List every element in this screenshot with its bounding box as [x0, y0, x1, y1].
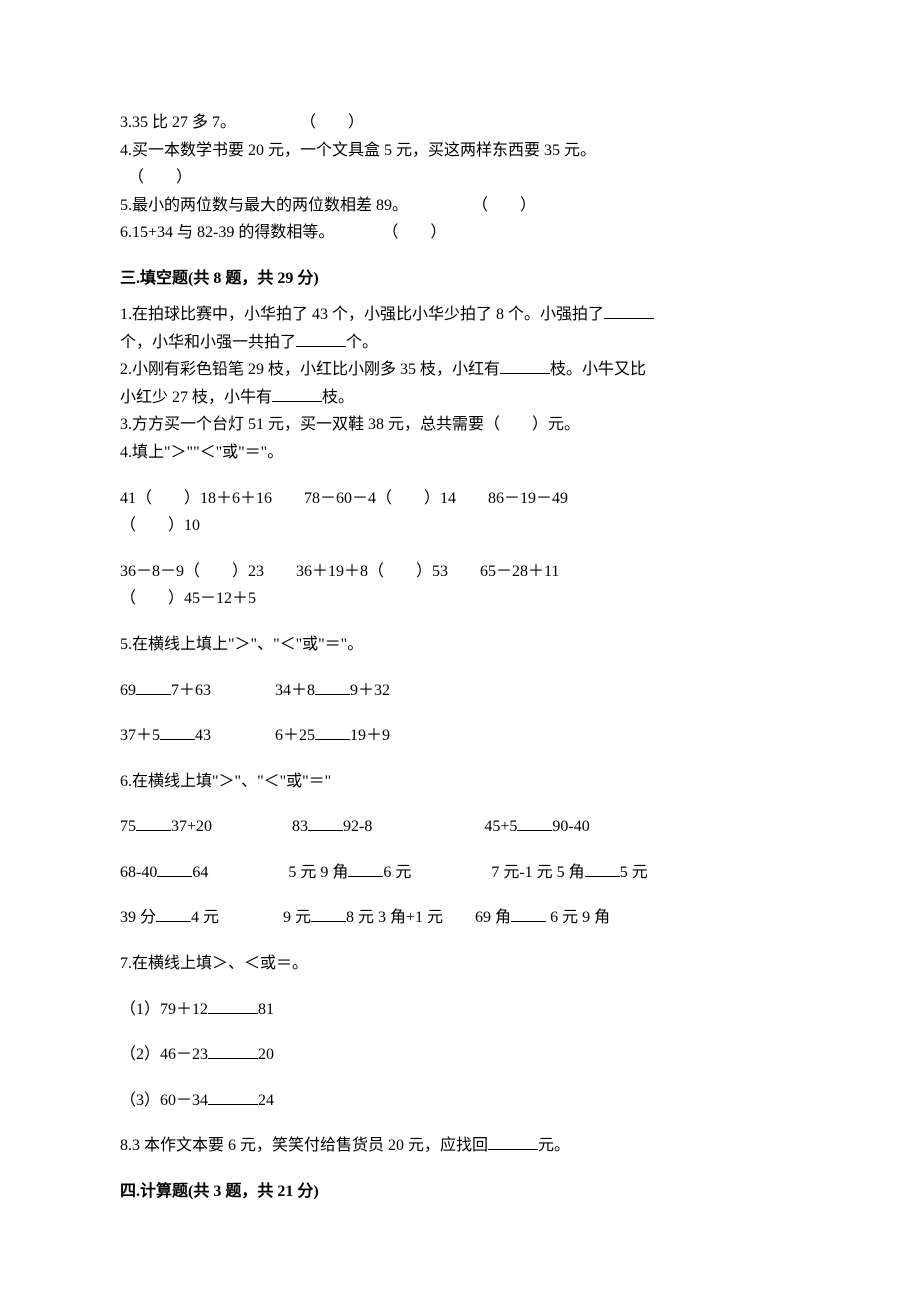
q3-7-2: （2）46－23 20: [120, 1042, 800, 1068]
q3-1b-post: 个。: [346, 334, 378, 351]
text: （1）79＋12: [120, 1001, 208, 1018]
text: 5 元: [620, 864, 648, 881]
blank[interactable]: [315, 724, 350, 740]
q3-7-3: （3）60－34 24: [120, 1088, 800, 1114]
blank[interactable]: [308, 815, 343, 831]
text: 37＋5: [120, 727, 160, 744]
blank[interactable]: [585, 861, 620, 877]
blank[interactable]: [136, 815, 171, 831]
blank[interactable]: [208, 998, 258, 1014]
q3-3: 3.方方买一个台灯 51 元，买一双鞋 38 元，总共需要（ ）元。: [120, 412, 800, 438]
text: 75: [120, 818, 136, 835]
blank[interactable]: [488, 1134, 538, 1150]
q3-6: 6.在横线上填"＞"、"＜"或"＝": [120, 769, 800, 795]
text: 43 6＋25: [195, 727, 315, 744]
q2-5: 5.最小的两位数与最大的两位数相差 89。 （ ）: [120, 193, 800, 219]
text: 6 元 9 角: [546, 909, 610, 926]
q3-2a-pre: 2.小刚有彩色铅笔 29 枝，小红比小刚多 35 枝，小红有: [120, 361, 500, 378]
section4-title: 四.计算题(共 3 题，共 21 分): [120, 1177, 800, 1201]
q3-2b-pre: 小红少 27 枝，小牛有: [120, 389, 272, 406]
text: 20: [258, 1046, 274, 1063]
blank[interactable]: [315, 679, 350, 695]
q3-5-row2: 37＋5 43 6＋25 19＋9: [120, 723, 800, 749]
blank[interactable]: [156, 906, 191, 922]
blank[interactable]: [157, 861, 192, 877]
q3-2a-post: 枝。小牛又比: [550, 361, 646, 378]
text: （3）60－34: [120, 1092, 208, 1109]
text: 4 元 9 元: [191, 909, 311, 926]
q3-1a: 1.在拍球比赛中，小华拍了 43 个，小强比小华少拍了 8 个。小强拍了: [120, 302, 800, 328]
q3-8: 8.3 本作文本要 6 元，笑笑付给售货员 20 元，应找回 元。: [120, 1133, 800, 1159]
blank[interactable]: [500, 358, 550, 374]
text: 6 元 7 元-1 元 5 角: [383, 864, 584, 881]
q3-5: 5.在横线上填上"＞"、"＜"或"＝"。: [120, 632, 800, 658]
q2-6: 6.15+34 与 82-39 的得数相等。 （ ）: [120, 220, 800, 246]
q3-6-row2: 68-40 64 5 元 9 角 6 元 7 元-1 元 5 角 5 元: [120, 860, 800, 886]
q3-1a-text: 1.在拍球比赛中，小华拍了 43 个，小强比小华少拍了 8 个。小强拍了: [120, 306, 604, 323]
text: 元。: [538, 1137, 570, 1154]
q3-6-row3: 39 分 4 元 9 元 8 元 3 角+1 元 69 角 6 元 9 角: [120, 905, 800, 931]
q2-4a: 4.买一本数学书要 20 元，一个文具盒 5 元，买这两样东西要 35 元。: [120, 138, 800, 164]
section3-title: 三.填空题(共 8 题，共 29 分): [120, 264, 800, 288]
q3-2b: 小红少 27 枝，小牛有 枝。: [120, 385, 800, 411]
q3-2a: 2.小刚有彩色铅笔 29 枝，小红比小刚多 35 枝，小红有 枝。小牛又比: [120, 357, 800, 383]
text: 19＋9: [350, 727, 390, 744]
blank[interactable]: [604, 303, 654, 319]
q2-3: 3.35 比 27 多 7。 （ ）: [120, 110, 800, 136]
blank[interactable]: [348, 861, 383, 877]
text: 9＋32: [350, 682, 390, 699]
text: 8.3 本作文本要 6 元，笑笑付给售货员 20 元，应找回: [120, 1137, 488, 1154]
blank[interactable]: [511, 906, 546, 922]
text: 39 分: [120, 909, 156, 926]
q3-7-1: （1）79＋12 81: [120, 997, 800, 1023]
q3-4-row2b: （ ）45－12＋5: [120, 586, 800, 612]
q3-1b-pre: 个，小华和小强一共拍了: [120, 334, 296, 351]
text: 7＋63 34＋8: [171, 682, 315, 699]
text: （2）46－23: [120, 1046, 208, 1063]
text: 8 元 3 角+1 元 69 角: [346, 909, 511, 926]
q3-6-row1: 75 37+20 83 92-8 45+5 90-40: [120, 814, 800, 840]
q3-1b: 个，小华和小强一共拍了 个。: [120, 330, 800, 356]
blank[interactable]: [311, 906, 346, 922]
q3-4: 4.填上"＞""＜"或"＝"。: [120, 440, 800, 466]
text: 69: [120, 682, 136, 699]
blank[interactable]: [517, 815, 552, 831]
blank[interactable]: [208, 1089, 258, 1105]
blank[interactable]: [208, 1043, 258, 1059]
text: 68-40: [120, 864, 157, 881]
text: 64 5 元 9 角: [192, 864, 348, 881]
text: 81: [258, 1001, 274, 1018]
q3-4-row1b: （ ）10: [120, 513, 800, 539]
blank[interactable]: [272, 386, 322, 402]
text: 92-8 45+5: [343, 818, 517, 835]
text: 24: [258, 1092, 274, 1109]
blank[interactable]: [296, 331, 346, 347]
q3-4-row2: 36－8－9（ ）23 36＋19＋8（ ）53 65－28＋11: [120, 559, 800, 585]
q3-2b-post: 枝。: [322, 389, 354, 406]
q3-7: 7.在横线上填＞、＜或＝。: [120, 951, 800, 977]
blank[interactable]: [136, 679, 171, 695]
blank[interactable]: [160, 724, 195, 740]
text: 90-40: [552, 818, 589, 835]
q3-4-row1: 41（ ）18＋6＋16 78－60－4（ ）14 86－19－49: [120, 486, 800, 512]
q3-5-row1: 69 7＋63 34＋8 9＋32: [120, 678, 800, 704]
text: 37+20 83: [171, 818, 308, 835]
q2-4b: （ ）: [120, 165, 800, 191]
